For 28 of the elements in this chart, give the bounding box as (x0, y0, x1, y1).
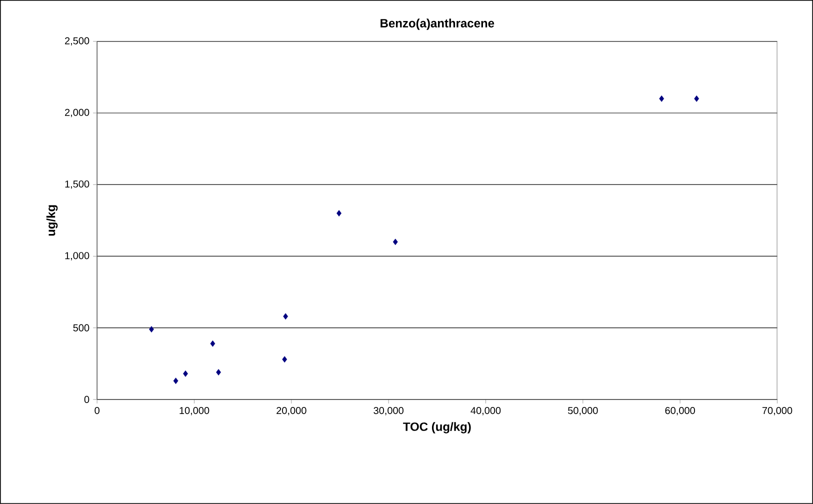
point (149, 326, 154, 333)
point (694, 95, 700, 102)
y-tick-label: 500 (73, 324, 90, 332)
x-tick-label: 50,000 (568, 407, 598, 416)
chart-title: Benzo(a)anthracene (380, 18, 494, 30)
x-tick-label: 60,000 (665, 407, 695, 416)
y-tick-label: 2,500 (65, 37, 90, 46)
x-tick-label: 70,000 (762, 407, 792, 416)
point (282, 356, 288, 363)
x-tick-label: 10,000 (180, 407, 210, 416)
point (210, 340, 216, 347)
point (392, 238, 398, 246)
point (183, 370, 188, 377)
y-tick-label: 0 (84, 396, 90, 404)
point (283, 313, 288, 320)
y-tick-label: 2,000 (65, 108, 90, 118)
x-tick-label: 40,000 (470, 407, 501, 416)
x-tick-label: 0 (94, 407, 100, 414)
x-tick-label: 30,000 (374, 407, 404, 416)
point (173, 378, 178, 384)
y-tick-label: 1,500 (65, 180, 90, 189)
x-axis-title: TOC (ug/kg) (403, 422, 471, 434)
x-tick-label: 20,000 (276, 407, 306, 416)
y-axis-title: ug/kg (46, 205, 58, 236)
point (216, 369, 221, 376)
y-tick-label: 1,000 (65, 252, 90, 260)
point (336, 210, 342, 216)
point (659, 95, 664, 102)
